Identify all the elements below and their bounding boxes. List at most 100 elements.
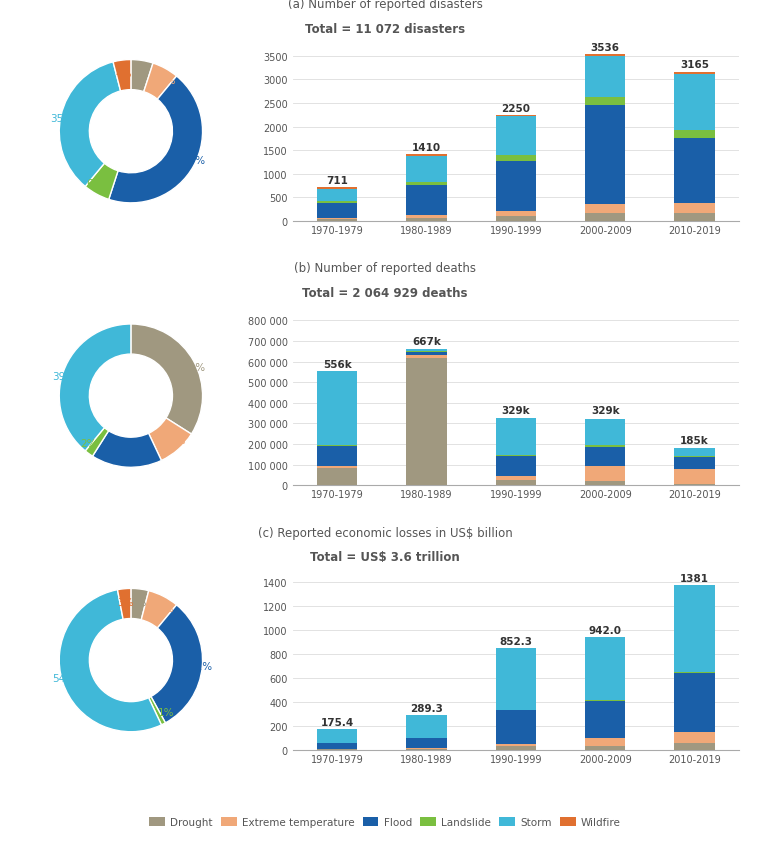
Text: 1%: 1% <box>158 708 174 717</box>
Bar <box>675 130 715 139</box>
Wedge shape <box>85 429 109 457</box>
Bar <box>407 355 447 359</box>
Text: 34%: 34% <box>182 363 206 373</box>
Wedge shape <box>59 63 121 187</box>
Bar <box>317 468 357 486</box>
Text: 2250: 2250 <box>501 103 531 113</box>
Bar <box>496 744 536 746</box>
Wedge shape <box>131 589 149 620</box>
Bar <box>407 186 447 216</box>
Bar <box>585 55 625 57</box>
Bar <box>496 116 536 118</box>
Bar <box>496 418 536 455</box>
Wedge shape <box>149 697 166 725</box>
Text: 6%: 6% <box>86 178 102 188</box>
Bar <box>496 648 536 710</box>
Wedge shape <box>131 325 203 435</box>
Bar <box>585 637 625 700</box>
Bar <box>675 213 715 222</box>
Text: 3%: 3% <box>117 597 134 607</box>
Bar <box>585 98 625 106</box>
Bar <box>317 190 357 202</box>
Bar <box>585 447 625 467</box>
Bar <box>317 204 357 219</box>
Wedge shape <box>141 591 176 628</box>
Wedge shape <box>59 590 162 732</box>
Bar <box>407 219 447 222</box>
Bar <box>675 674 715 732</box>
Bar <box>407 359 447 486</box>
Bar <box>496 217 536 222</box>
Bar <box>407 155 447 157</box>
Bar <box>585 446 625 447</box>
Bar <box>407 216 447 219</box>
Bar <box>585 746 625 750</box>
Legend: Drought, Extreme temperature, Flood, Landslide, Storm, Wildfire: Drought, Extreme temperature, Flood, Lan… <box>146 813 624 832</box>
Bar <box>675 204 715 213</box>
Bar <box>585 419 625 446</box>
Text: 1381: 1381 <box>680 573 709 583</box>
Bar <box>675 456 715 458</box>
Text: 31%: 31% <box>189 661 213 671</box>
Wedge shape <box>85 164 118 200</box>
Bar <box>496 746 536 750</box>
Wedge shape <box>149 418 192 461</box>
Bar <box>407 182 447 186</box>
Text: 852.3: 852.3 <box>500 636 532 646</box>
Bar <box>585 214 625 222</box>
Text: 4%: 4% <box>130 597 146 607</box>
Bar <box>407 157 447 182</box>
Wedge shape <box>92 431 162 468</box>
Text: 175.4: 175.4 <box>320 717 354 727</box>
Bar <box>317 743 357 749</box>
Bar <box>317 729 357 743</box>
Text: 329k: 329k <box>591 406 620 416</box>
Text: 7%: 7% <box>158 603 174 613</box>
Bar <box>317 467 357 468</box>
Text: 185k: 185k <box>680 435 709 446</box>
Bar <box>407 716 447 738</box>
Bar <box>407 749 447 750</box>
Text: 329k: 329k <box>501 406 531 416</box>
Bar <box>675 585 715 672</box>
Text: (c) Reported economic losses in US$ billion: (c) Reported economic losses in US$ bill… <box>258 526 512 538</box>
Bar <box>496 118 536 156</box>
Bar <box>317 219 357 220</box>
Text: 39%: 39% <box>52 371 75 382</box>
Bar <box>496 455 536 457</box>
Bar <box>407 349 447 351</box>
Wedge shape <box>59 325 131 452</box>
Text: 16%: 16% <box>116 450 139 460</box>
Text: 4%: 4% <box>116 69 132 79</box>
Wedge shape <box>131 60 153 93</box>
Wedge shape <box>113 60 131 92</box>
Wedge shape <box>109 77 203 204</box>
Bar <box>585 106 625 204</box>
Bar <box>585 738 625 746</box>
Bar <box>585 701 625 738</box>
Bar <box>407 353 447 355</box>
Text: 942.0: 942.0 <box>589 625 621 636</box>
Text: 2%: 2% <box>80 439 96 449</box>
Bar <box>585 204 625 214</box>
Bar <box>675 448 715 456</box>
Text: Total = 2 064 929 deaths: Total = 2 064 929 deaths <box>303 286 467 300</box>
Wedge shape <box>151 605 203 723</box>
Bar <box>675 469 715 485</box>
Text: 1410: 1410 <box>412 143 441 153</box>
Text: (a) Number of reported disasters: (a) Number of reported disasters <box>287 0 483 10</box>
Wedge shape <box>118 589 131 619</box>
Bar <box>317 188 357 190</box>
Bar <box>675 732 715 744</box>
Text: 3165: 3165 <box>680 60 709 71</box>
Text: 35%: 35% <box>51 114 74 124</box>
Text: Total = US$ 3.6 trillion: Total = US$ 3.6 trillion <box>310 551 460 564</box>
Text: (b) Number of reported deaths: (b) Number of reported deaths <box>294 262 476 274</box>
Bar <box>585 481 625 486</box>
Text: 667k: 667k <box>412 337 441 346</box>
Bar <box>496 457 536 477</box>
Bar <box>496 481 536 486</box>
Bar <box>675 458 715 469</box>
Bar <box>317 220 357 222</box>
Bar <box>407 351 447 353</box>
